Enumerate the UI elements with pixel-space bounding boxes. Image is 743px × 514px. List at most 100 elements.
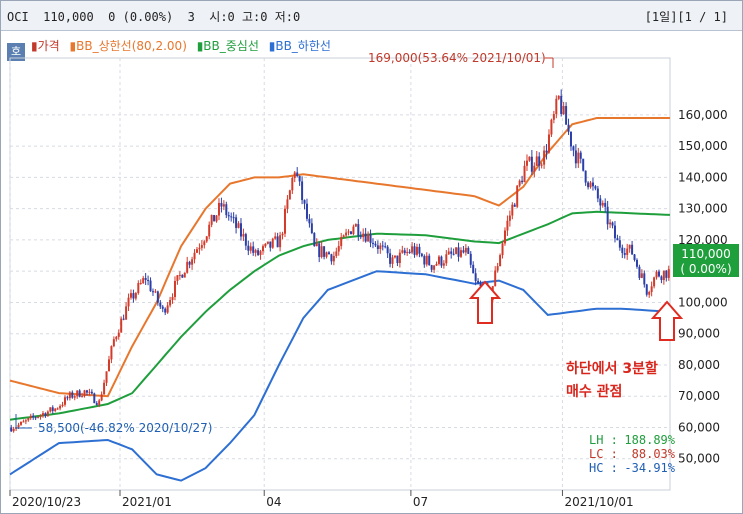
candle-body [606,206,609,225]
candle-body [200,245,203,248]
candle-body [533,165,536,172]
candle-body [257,250,260,255]
candle-body [195,249,198,253]
candle-body [147,279,150,281]
candle-body [305,203,308,219]
candle-body [29,415,32,419]
x-tick-label: 07 [413,495,428,509]
candle-body [17,424,20,428]
candle-body [626,248,629,255]
candle-body [186,261,189,273]
candle-body [535,156,538,166]
candle-body [19,421,22,425]
candle-body [103,382,106,395]
candle-body [107,359,110,372]
candle-body [112,339,115,347]
candle-body [628,244,631,249]
candle-body [132,293,135,299]
candle-body [264,243,267,247]
x-tick-label: 2021/10/01 [564,495,633,509]
candle-body [73,396,76,398]
candle-body [49,407,52,412]
series-line-upper [9,117,670,398]
candle-body [125,306,128,320]
candle-body [511,204,514,216]
y-tick-label: 50,000 [678,452,720,466]
candle-body [579,152,582,159]
candle-body [68,392,71,399]
candle-body [455,247,458,254]
candle-body [337,246,340,252]
candle-body [569,131,572,147]
candle-body [183,272,186,278]
candle-body [274,236,277,239]
candle-body [391,257,394,264]
candle-body [420,253,423,257]
y-tick-label: 60,000 [678,420,720,434]
candle-body [555,98,558,115]
candle-body [298,175,301,182]
candle-body [611,222,614,226]
candle-body [523,165,526,183]
candle-body [149,280,152,292]
candle-body [242,234,245,237]
candle-body [643,273,646,285]
candle-body [166,305,169,313]
candle-body [435,263,438,266]
candle-body [327,252,330,255]
candle-body [349,231,352,235]
candle-body [472,264,475,274]
y-tick-label: 100,000 [678,295,728,309]
candle-body [137,283,140,294]
candle-body [93,393,96,404]
up-arrow-icon [468,280,502,324]
candle-body [525,160,528,166]
candle-body [335,251,338,257]
candle-body [66,397,69,399]
price-box-value: 110,000 [681,247,731,261]
candle-body [56,408,59,410]
candle-body [178,274,181,276]
candle-body [78,390,81,397]
candle-body [193,252,196,260]
candle-body [169,299,172,306]
candle-body [88,391,91,393]
candle-body [665,270,668,278]
candle-body [129,293,132,298]
candle-body [81,396,84,398]
candle-body [269,241,272,248]
candle-body [650,286,653,293]
candle-body [286,199,289,209]
series-line-middle [9,210,671,421]
candle-body [430,265,433,270]
page-indicator[interactable]: [1일][1 / 1] [644,10,728,24]
candle-body [134,293,137,299]
candle-body [254,250,257,253]
candle-body [244,234,247,246]
candle-body [191,259,194,265]
candle-body [381,245,384,247]
badge[interactable]: 호 [7,43,25,61]
candle-body [24,420,27,422]
candle-body [22,421,25,423]
candle-body [413,246,416,255]
candle-body [386,246,389,254]
candle-body [587,182,590,188]
x-tick-label: 04 [266,495,281,509]
stat-hc-label: HC : [589,461,618,475]
candle-body [459,250,462,257]
candle-body [450,251,453,254]
candle-body [354,224,357,227]
candle-body [247,245,250,251]
candle-body [151,291,154,293]
candle-body [313,233,316,247]
candle-body [105,371,108,383]
candle-body [332,256,335,262]
candle-body [90,391,93,394]
candle-body [323,246,326,257]
candle-body [560,95,563,115]
candle-body [567,124,570,132]
candle-body [46,411,49,417]
candle-body [252,246,255,253]
